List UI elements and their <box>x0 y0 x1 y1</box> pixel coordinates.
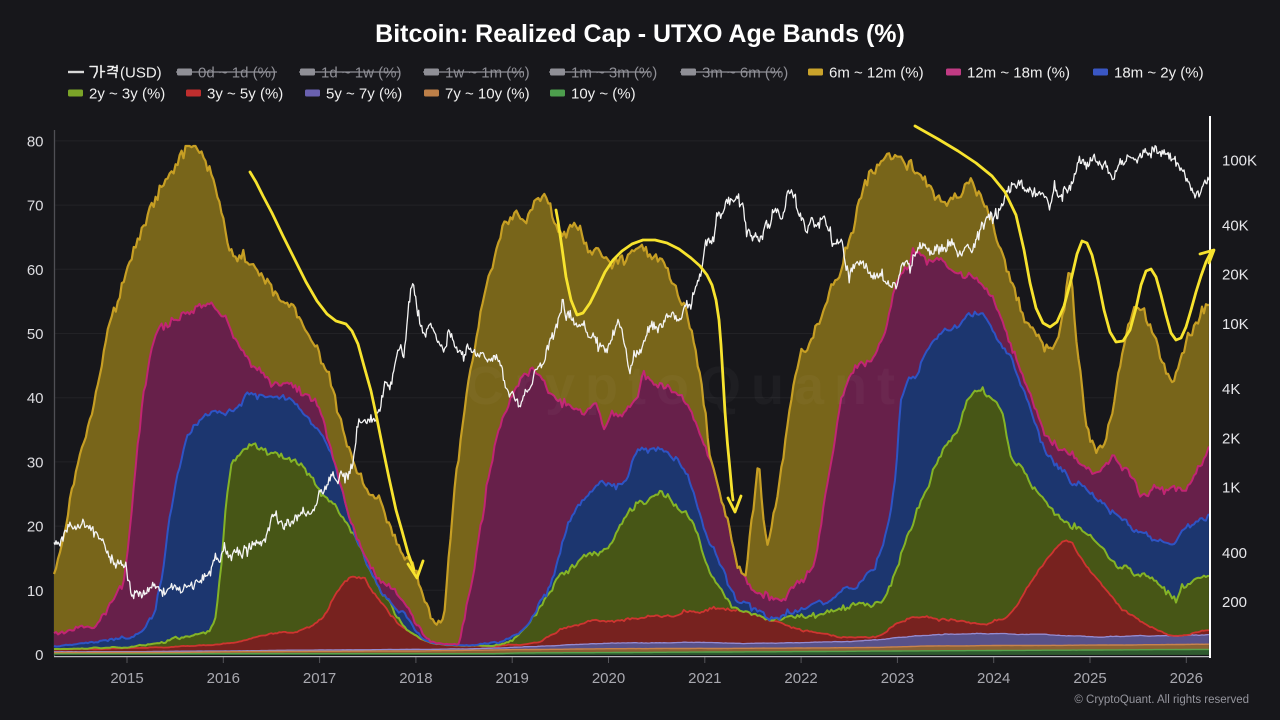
svg-text:2025: 2025 <box>1073 670 1106 687</box>
svg-text:5y ~ 7y (%): 5y ~ 7y (%) <box>326 85 402 102</box>
svg-text:© CryptoQuant. All rights rese: © CryptoQuant. All rights reserved <box>1074 694 1249 706</box>
svg-text:2018: 2018 <box>399 670 432 687</box>
svg-text:2020: 2020 <box>592 670 625 687</box>
svg-text:2017: 2017 <box>303 670 336 687</box>
svg-text:80: 80 <box>27 133 44 150</box>
svg-text:0: 0 <box>35 647 43 664</box>
svg-text:0d ~ 1d (%): 0d ~ 1d (%) <box>198 64 276 81</box>
svg-text:7y ~ 10y (%): 7y ~ 10y (%) <box>445 85 530 102</box>
svg-text:(USD): (USD) <box>120 64 162 81</box>
svg-text:2016: 2016 <box>207 670 240 687</box>
svg-text:Bitcoin: Realized Cap - UTXO A: Bitcoin: Realized Cap - UTXO Age Bands (… <box>375 20 905 48</box>
svg-text:50: 50 <box>27 326 44 343</box>
svg-text:1K: 1K <box>1222 480 1240 497</box>
svg-text:10K: 10K <box>1222 316 1249 333</box>
svg-text:2019: 2019 <box>496 670 529 687</box>
svg-text:4K: 4K <box>1222 381 1240 398</box>
svg-text:2024: 2024 <box>977 670 1010 687</box>
svg-text:70: 70 <box>27 198 44 215</box>
svg-text:60: 60 <box>27 262 44 279</box>
svg-text:1w ~ 1m (%): 1w ~ 1m (%) <box>445 64 530 81</box>
svg-text:10: 10 <box>27 583 44 600</box>
svg-text:6m ~ 12m (%): 6m ~ 12m (%) <box>829 64 924 81</box>
svg-text:200: 200 <box>1222 594 1247 611</box>
svg-text:2022: 2022 <box>784 670 817 687</box>
svg-text:100K: 100K <box>1222 152 1257 169</box>
svg-text:2015: 2015 <box>110 670 143 687</box>
svg-text:10y ~ (%): 10y ~ (%) <box>571 85 636 102</box>
svg-text:2y ~ 3y (%): 2y ~ 3y (%) <box>89 85 165 102</box>
svg-text:20K: 20K <box>1222 267 1249 284</box>
svg-text:12m ~ 18m (%): 12m ~ 18m (%) <box>967 64 1070 81</box>
svg-text:2026: 2026 <box>1170 670 1203 687</box>
svg-text:2023: 2023 <box>881 670 914 687</box>
svg-text:2K: 2K <box>1222 430 1240 447</box>
svg-text:1d ~ 1w (%): 1d ~ 1w (%) <box>321 64 401 81</box>
svg-text:3y ~ 5y (%): 3y ~ 5y (%) <box>207 85 283 102</box>
svg-text:400: 400 <box>1222 545 1247 562</box>
svg-text:40: 40 <box>27 390 44 407</box>
svg-text:2021: 2021 <box>688 670 721 687</box>
svg-text:30: 30 <box>27 454 44 471</box>
svg-text:20: 20 <box>27 519 44 536</box>
svg-text:1m ~ 3m (%): 1m ~ 3m (%) <box>571 64 657 81</box>
svg-text:18m ~ 2y (%): 18m ~ 2y (%) <box>1114 64 1204 81</box>
svg-text:3m ~ 6m (%): 3m ~ 6m (%) <box>702 64 788 81</box>
svg-text:40K: 40K <box>1222 218 1249 235</box>
